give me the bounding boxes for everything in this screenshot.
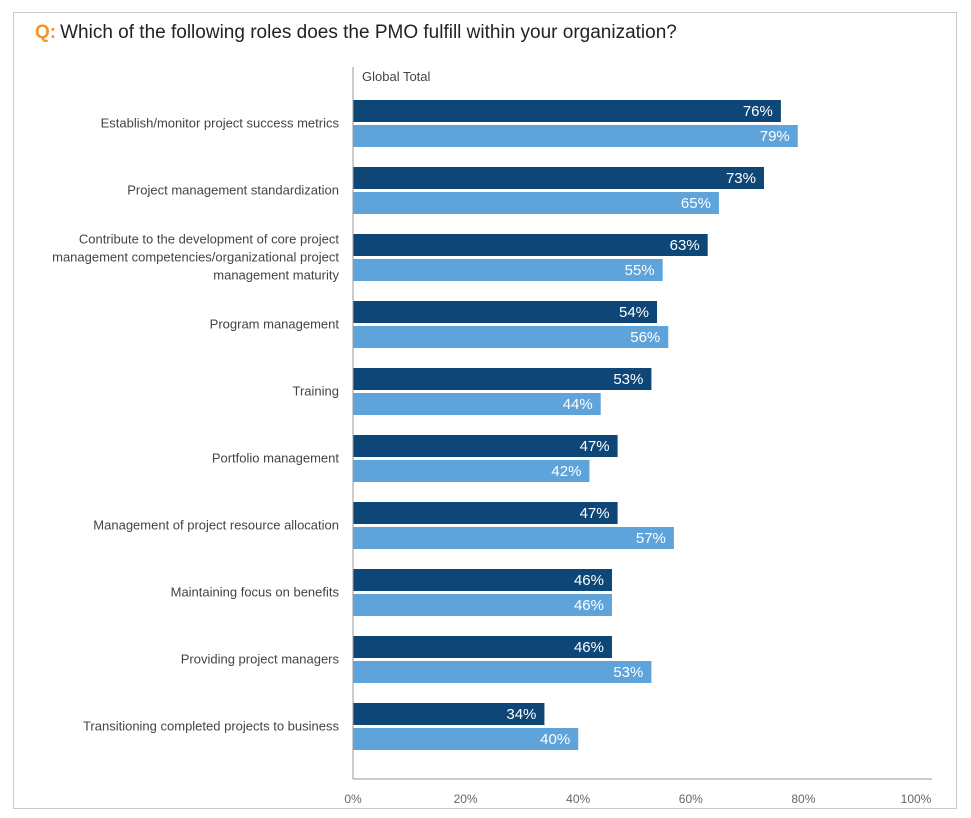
value-label: 73% — [726, 170, 756, 187]
category-label: Project management standardization — [127, 183, 339, 198]
value-label: 55% — [625, 262, 655, 279]
bar-series-2 — [353, 326, 669, 348]
x-tick-label: 60% — [679, 792, 703, 806]
bar-series-2 — [353, 192, 719, 214]
category-label: Training — [293, 384, 339, 399]
value-label: 79% — [760, 128, 790, 145]
bar-series-2 — [353, 594, 612, 616]
category-label: management competencies/organizational p… — [52, 250, 339, 265]
bar-series-2 — [353, 661, 652, 683]
bar-series-1 — [353, 234, 708, 256]
bar-series-1 — [353, 636, 612, 658]
bar-series-2 — [353, 728, 579, 750]
value-label: 47% — [580, 438, 610, 455]
category-label: management maturity — [213, 268, 339, 283]
value-label: 65% — [681, 195, 711, 212]
bar-series-1 — [353, 368, 652, 390]
value-label: 54% — [619, 304, 649, 321]
category-label: Establish/monitor project success metric… — [101, 116, 340, 131]
bar-series-1 — [353, 703, 545, 725]
series-label: Global Total — [362, 69, 431, 84]
category-label: Program management — [210, 317, 340, 332]
category-label: Providing project managers — [181, 652, 340, 667]
question-text: Which of the following roles does the PM… — [60, 22, 677, 43]
bar-series-1 — [353, 100, 781, 122]
value-label: 53% — [613, 371, 643, 388]
x-tick-label: 100% — [901, 792, 932, 806]
value-label: 63% — [670, 237, 700, 254]
value-label: 76% — [743, 103, 773, 120]
category-label: Management of project resource allocatio… — [93, 518, 339, 533]
bar-series-1 — [353, 569, 612, 591]
question-prefix: Q: — [35, 22, 57, 43]
bar-series-1 — [353, 301, 658, 323]
bar-series-1 — [353, 167, 764, 189]
category-label: Maintaining focus on benefits — [171, 585, 340, 600]
bar-series-1 — [353, 435, 618, 457]
value-label: 57% — [636, 530, 666, 547]
category-label: Contribute to the development of core pr… — [79, 232, 340, 247]
chart-frame — [13, 12, 957, 809]
x-tick-label: 20% — [454, 792, 478, 806]
category-label: Transitioning completed projects to busi… — [83, 719, 340, 734]
value-label: 56% — [630, 329, 660, 346]
category-label: Portfolio management — [212, 451, 340, 466]
bar-series-1 — [353, 502, 618, 524]
bar-series-2 — [353, 527, 674, 549]
x-tick-label: 0% — [344, 792, 362, 806]
value-label: 44% — [563, 396, 593, 413]
value-label: 40% — [540, 731, 570, 748]
value-label: 42% — [551, 463, 581, 480]
bar-series-2 — [353, 259, 663, 281]
value-label: 53% — [613, 664, 643, 681]
value-label: 34% — [506, 706, 536, 723]
question-title: Q: Which of the following roles does the … — [35, 22, 677, 44]
x-tick-label: 80% — [791, 792, 815, 806]
bar-series-2 — [353, 460, 590, 482]
value-label: 47% — [580, 505, 610, 522]
value-label: 46% — [574, 597, 604, 614]
value-label: 46% — [574, 572, 604, 589]
x-tick-label: 40% — [566, 792, 590, 806]
bar-series-2 — [353, 393, 601, 415]
value-label: 46% — [574, 639, 604, 656]
bar-series-2 — [353, 125, 798, 147]
